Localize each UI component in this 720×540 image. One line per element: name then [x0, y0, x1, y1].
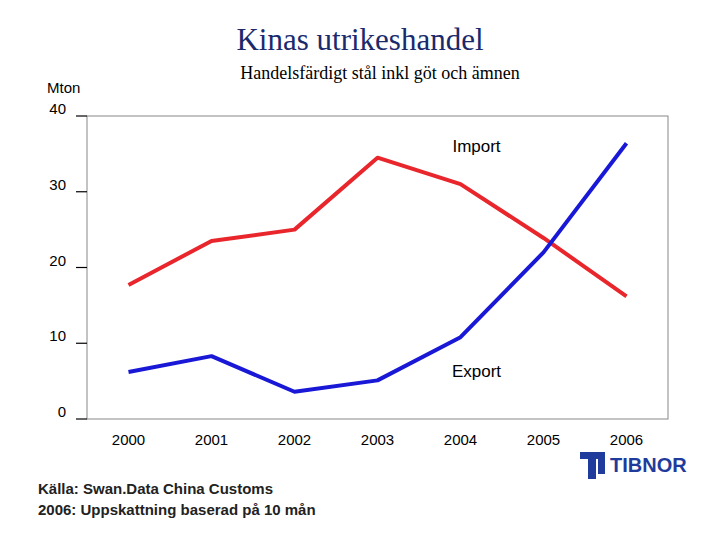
source-note: 2006: Uppskattning baserad på 10 mån [38, 501, 316, 518]
series-group [129, 143, 627, 391]
y-tick-label: 30 [49, 176, 66, 193]
y-tick-label: 40 [49, 100, 66, 117]
legend-label: Export [452, 362, 501, 381]
x-tick-label: 2000 [112, 431, 145, 448]
source-note: Källa: Swan.Data China Customs [38, 480, 273, 497]
y-tick [76, 343, 87, 344]
x-tick-label: 2006 [610, 431, 643, 448]
y-tick [76, 418, 87, 419]
x-tick-label: 2001 [195, 431, 228, 448]
logo-icon [598, 452, 605, 474]
plot-frame [87, 116, 668, 419]
page: Kinas utrikeshandel Handelsfärdigt stål i… [0, 0, 720, 540]
subtitle: Handelsfärdigt stål inkl göt och ämnen [240, 63, 519, 83]
chart: Kinas utrikeshandel Handelsfärdigt stål i… [0, 0, 720, 540]
y-tick [76, 191, 87, 192]
y-axis-label: Mton [47, 79, 80, 96]
y-tick [76, 267, 87, 268]
y-tick-label: 0 [58, 403, 66, 420]
y-tick [76, 115, 87, 116]
title: Kinas utrikeshandel [236, 22, 483, 57]
series-line [129, 158, 627, 297]
logo-icon [588, 459, 596, 479]
series-line [129, 143, 627, 391]
x-tick-label: 2002 [278, 431, 311, 448]
y-tick-label: 10 [49, 327, 66, 344]
logo-text: TIBNOR [610, 454, 687, 476]
legend-label: Import [452, 137, 500, 156]
x-tick-label: 2004 [444, 431, 477, 448]
y-tick-label: 20 [49, 252, 66, 269]
x-tick-label: 2003 [361, 431, 394, 448]
logo: TIBNOR [580, 452, 687, 479]
x-tick-label: 2005 [527, 431, 560, 448]
